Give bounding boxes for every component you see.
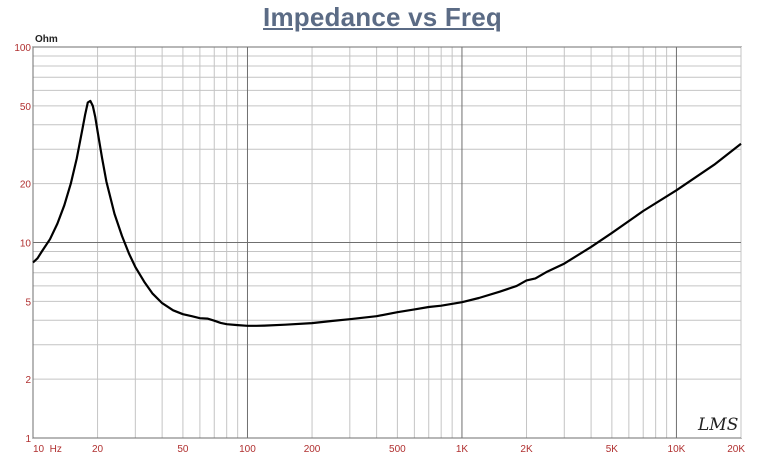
y-tick-labels: 1 2 5 10 20 50 100 bbox=[14, 43, 31, 445]
x-tick-label: 20 bbox=[92, 444, 104, 455]
chart-title: Impedance vs Freq bbox=[263, 2, 502, 32]
y-tick-label: 100 bbox=[14, 43, 31, 54]
x-tick-label: 2K bbox=[520, 444, 533, 455]
y-tick-label: 10 bbox=[20, 239, 32, 250]
x-tick-labels: 10 Hz 20 50 100 200 500 1K 2K 5K 10K 20K bbox=[33, 444, 745, 455]
x-tick-label: 100 bbox=[239, 444, 256, 455]
y-tick-label: 50 bbox=[20, 102, 32, 113]
x-tick-label: 50 bbox=[177, 444, 189, 455]
y-tick-label: 20 bbox=[20, 180, 32, 191]
y-tick-label: 1 bbox=[25, 434, 31, 445]
x-tick-label: 1K bbox=[456, 444, 469, 455]
x-tick-label: 10K bbox=[668, 444, 686, 455]
major-gridlines bbox=[32, 46, 741, 439]
y-tick-label: 2 bbox=[25, 375, 31, 386]
x-tick-label: 10 Hz bbox=[33, 444, 62, 455]
impedance-curve bbox=[32, 99, 742, 327]
x-tick-label: 500 bbox=[389, 444, 406, 455]
y-axis-unit-label: Ohm bbox=[35, 34, 58, 45]
y-tick-label: 5 bbox=[25, 297, 31, 308]
x-tick-label: 20K bbox=[727, 444, 745, 455]
x-tick-label: 5K bbox=[606, 444, 619, 455]
lms-logo: LMS bbox=[697, 415, 738, 435]
x-tick-label: 200 bbox=[304, 444, 321, 455]
